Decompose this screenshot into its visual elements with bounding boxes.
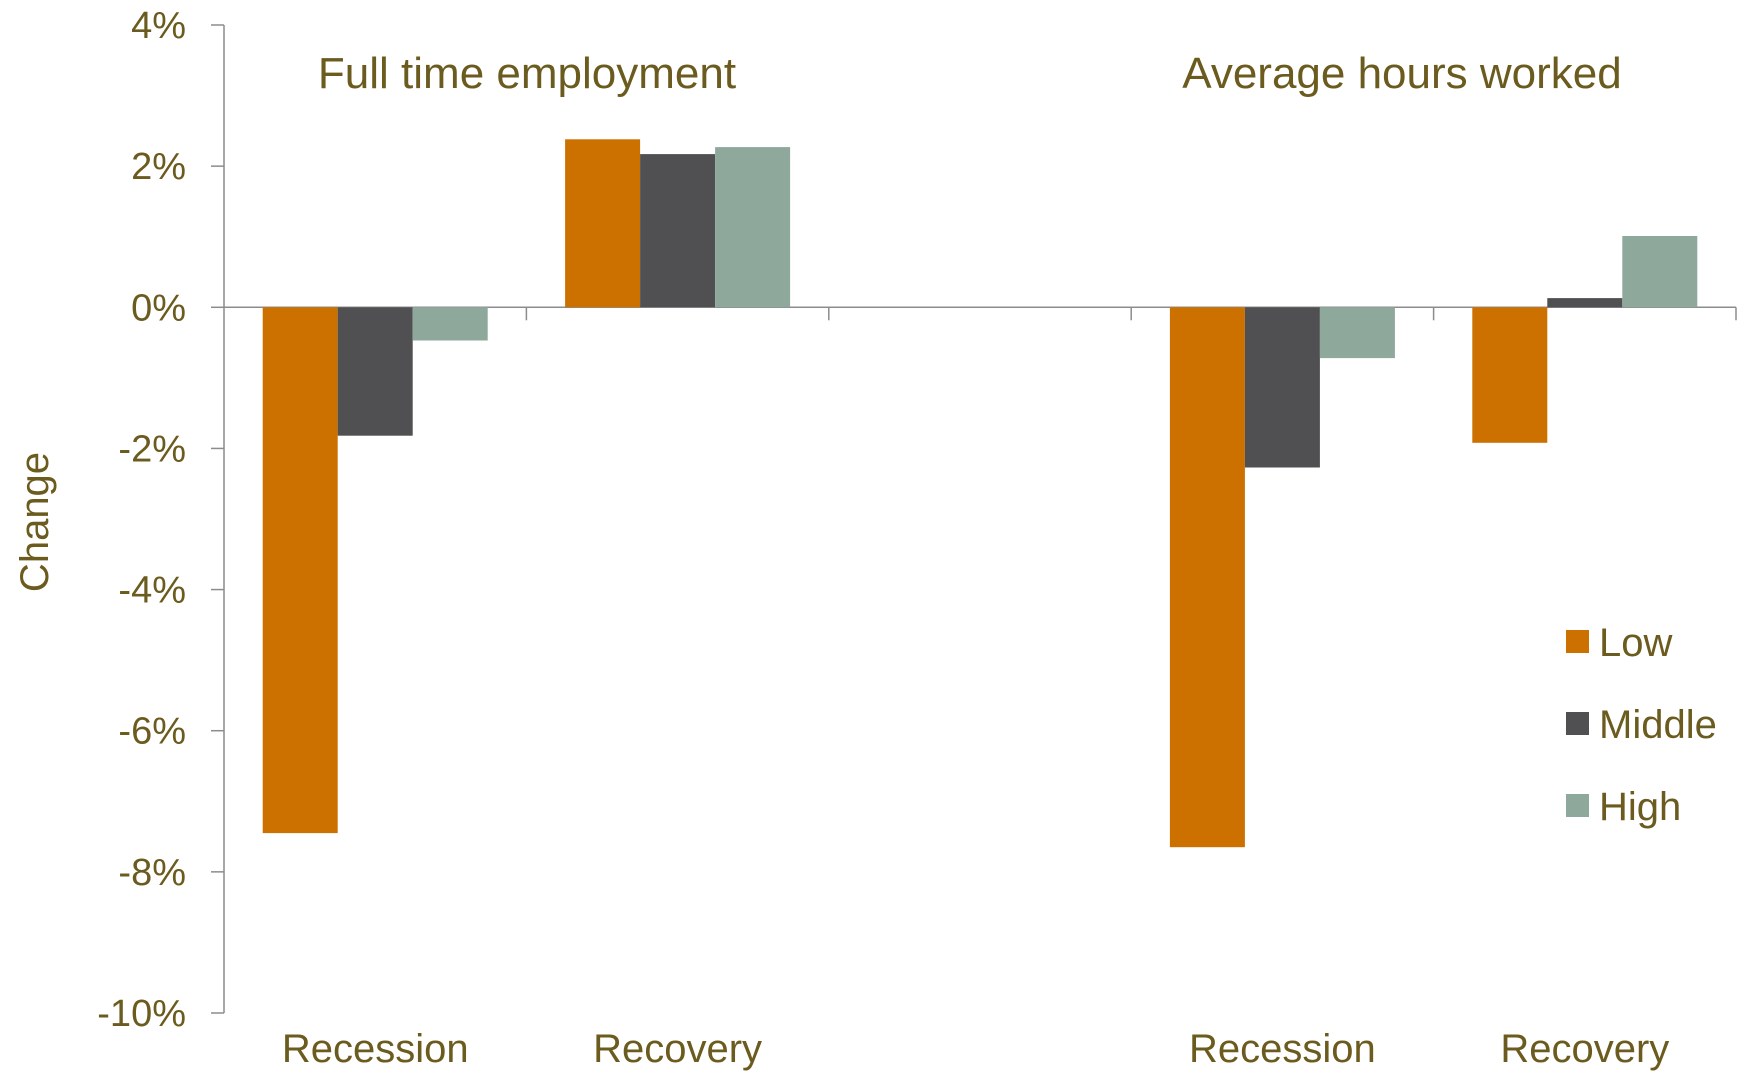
y-tick-label: -4% [118, 570, 186, 612]
y-tick-label: 0% [131, 287, 186, 329]
legend-label-low: Low [1599, 621, 1672, 665]
bar-high-recession-0 [413, 307, 488, 340]
bar-middle-recovery-1 [640, 154, 715, 307]
bars [263, 139, 1698, 847]
y-axis-label: Change [13, 452, 57, 592]
panel-title-average-hours-worked: Average hours worked [1182, 49, 1621, 98]
x-tick-label-recovery: Recovery [1500, 1027, 1669, 1071]
bar-middle-recession-3 [1245, 307, 1320, 467]
y-tick-label: -2% [118, 428, 186, 470]
y-tick-label: -10% [97, 993, 186, 1035]
y-tick-label: -6% [118, 711, 186, 753]
bar-high-recovery-1 [715, 147, 790, 307]
axes [211, 25, 1736, 1013]
legend-swatch-middle [1566, 712, 1589, 735]
bar-high-recession-3 [1320, 307, 1395, 358]
x-tick-label-recession: Recession [282, 1027, 469, 1071]
legend-label-middle: Middle [1599, 703, 1717, 747]
bar-low-recovery-1 [565, 139, 640, 307]
legend-swatch-high [1566, 794, 1589, 817]
legend-label-high: High [1599, 785, 1681, 829]
bar-low-recovery-4 [1472, 307, 1547, 443]
legend-swatch-low [1566, 630, 1589, 653]
x-tick-label-recession: Recession [1189, 1027, 1376, 1071]
legend: Low Middle High [1566, 621, 1717, 829]
y-tick-label: 4% [131, 5, 186, 47]
y-tick-label: -8% [118, 852, 186, 894]
bar-middle-recovery-4 [1547, 298, 1622, 307]
panel-title-full-time-employment: Full time employment [318, 49, 736, 98]
bar-middle-recession-0 [338, 307, 413, 435]
bar-high-recovery-4 [1622, 236, 1697, 307]
bar-low-recession-3 [1170, 307, 1245, 847]
bar-low-recession-0 [263, 307, 338, 833]
x-tick-label-recovery: Recovery [593, 1027, 762, 1071]
y-tick-label: 2% [131, 146, 186, 188]
